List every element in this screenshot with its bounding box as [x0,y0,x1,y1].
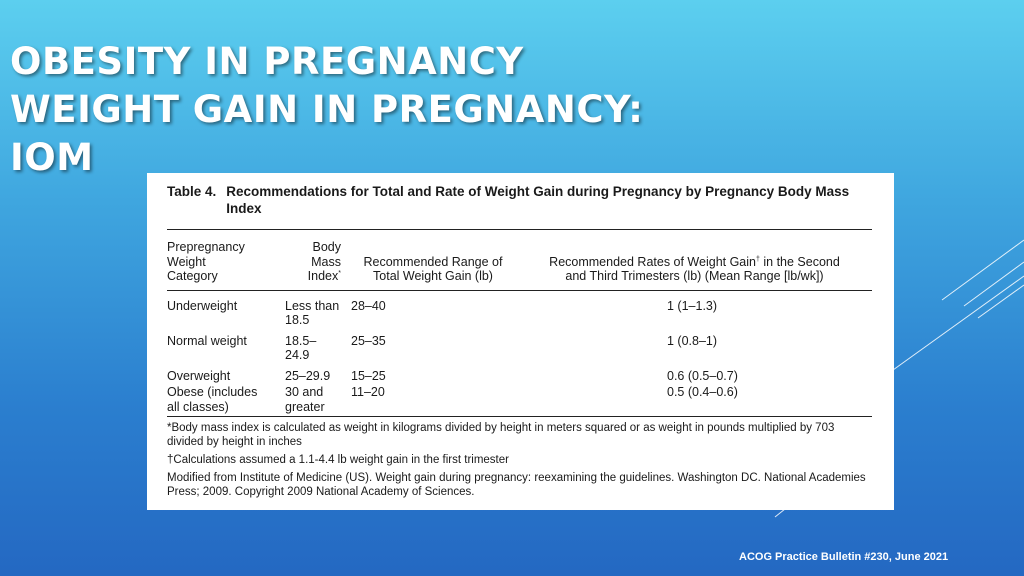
slide-title-line-1: OBESITY IN PREGNANCY [10,40,524,83]
cell-category: Obese (includes all classes) [167,385,258,414]
slide-title-line-3: IOM [10,136,94,179]
table-row: Obese (includes all classes) 30 and greate… [167,385,872,417]
cell-rate: 1 (0.8–1) [667,333,718,348]
table-row: Underweight Less than 18.5 28–40 1 (1–1.3… [167,290,872,334]
cell-bmi: 18.5– 24.9 [285,333,317,363]
cell-bmi: 25–29.9 [285,368,331,383]
table-caption-text: Recommendations for Total and Rate of We… [226,184,850,216]
table-footnotes: *Body mass index is calculated as weight… [167,421,872,499]
cell-range: 28–40 [351,298,386,313]
cell-range: 11–20 [351,385,385,399]
cell-bmi: 30 and greater [285,385,325,414]
cell-rate: 0.6 (0.5–0.7) [667,368,738,383]
cell-range: 25–35 [351,333,386,348]
table-row: Normal weight 18.5– 24.9 25–35 1 (0.8–1) [167,334,872,369]
cell-rate: 1 (1–1.3) [667,298,718,313]
cell-category: Normal weight [167,333,247,348]
table-header-row: Prepregnancy Weight Category Body Mass I… [167,229,872,290]
table-image: Table 4. Recommendations for Total and R… [147,173,894,510]
cell-range: 15–25 [351,368,386,383]
slide-title-line-2: WEIGHT GAIN IN PREGNANCY: [10,88,644,131]
table-caption-number: Table 4. [167,184,217,199]
header-bmi: Body Mass Index* [307,240,341,283]
deco-line-4 [892,275,1024,371]
header-rate: Recommended Rates of Weight Gain† in the… [549,254,840,284]
cell-category: Underweight [167,298,238,313]
table-row: Overweight 25–29.9 15–25 0.6 (0.5–0.7) [167,369,872,386]
deco-line-2 [963,261,1024,307]
footnote-source: Modified from Institute of Medicine (US)… [167,472,866,498]
footnote-first-trimester: †Calculations assumed a 1.1-4.4 lb weigh… [167,454,509,466]
deco-line-3 [977,284,1024,319]
deco-line-1 [941,239,1024,301]
cell-bmi: Less than 18.5 [285,298,340,328]
cell-category: Overweight [167,368,231,383]
footnote-bmi: *Body mass index is calculated as weight… [167,422,835,448]
header-weight-category: Prepregnancy Weight Category [167,240,245,283]
slide-source-citation: ACOG Practice Bulletin #230, June 2021 [739,551,949,563]
table-caption: Table 4. Recommendations for Total and R… [167,183,872,217]
header-total-range: Recommended Range of Total Weight Gain (… [363,254,503,284]
cell-rate: 0.5 (0.4–0.6) [667,385,738,399]
weight-gain-table: Prepregnancy Weight Category Body Mass I… [167,229,872,417]
